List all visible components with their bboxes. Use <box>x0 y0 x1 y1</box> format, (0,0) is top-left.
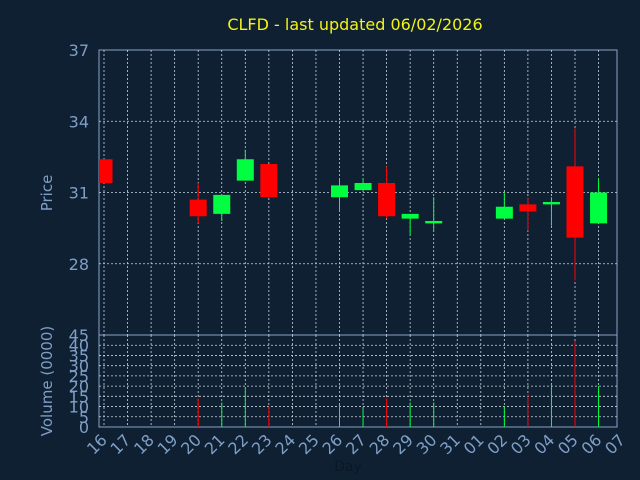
candle-body <box>495 206 513 219</box>
candle-body <box>590 192 608 224</box>
candle-body <box>378 183 396 217</box>
candle-body <box>354 183 372 191</box>
volume-panel <box>98 334 618 428</box>
volume-tick-label: 0 <box>79 418 89 437</box>
price-tick-label: 34 <box>69 112 89 131</box>
price-tick-label: 31 <box>69 184 89 203</box>
candle-body <box>566 166 584 238</box>
volume-tick-label: 40 <box>69 336 89 355</box>
price-tick-label: 28 <box>69 255 89 274</box>
candle-body <box>519 204 537 212</box>
candle-body <box>260 164 278 198</box>
volume-tick-label: 35 <box>69 346 89 365</box>
volume-tick-label: 25 <box>69 367 89 386</box>
candle-body <box>189 199 207 217</box>
candle-body <box>401 213 419 219</box>
x-axis-label: Day <box>334 459 362 475</box>
volume-tick-label: 5 <box>79 408 89 427</box>
volume-tick-label: 15 <box>69 387 89 406</box>
price-panel <box>98 49 618 336</box>
candle-body <box>425 221 443 224</box>
chart-title: CLFD - last updated 06/02/2026 <box>227 15 482 34</box>
price-tick-label: 37 <box>69 41 89 60</box>
volume-tick-label: 10 <box>69 398 89 417</box>
volume-tick-label: 45 <box>69 326 89 345</box>
candle-body <box>236 159 254 181</box>
price-axis-label: Price <box>38 175 56 212</box>
candle-body <box>542 202 560 205</box>
volume-tick-label: 30 <box>69 357 89 376</box>
candle-body <box>99 159 113 183</box>
candles <box>99 128 608 281</box>
volume-axis-label: Volume (0000) <box>38 326 56 436</box>
candle-body <box>331 185 348 198</box>
candle-body <box>213 194 231 214</box>
x-tick-label: 07 <box>601 430 629 458</box>
volume-bars <box>197 341 600 427</box>
volume-tick-label: 20 <box>69 377 89 396</box>
